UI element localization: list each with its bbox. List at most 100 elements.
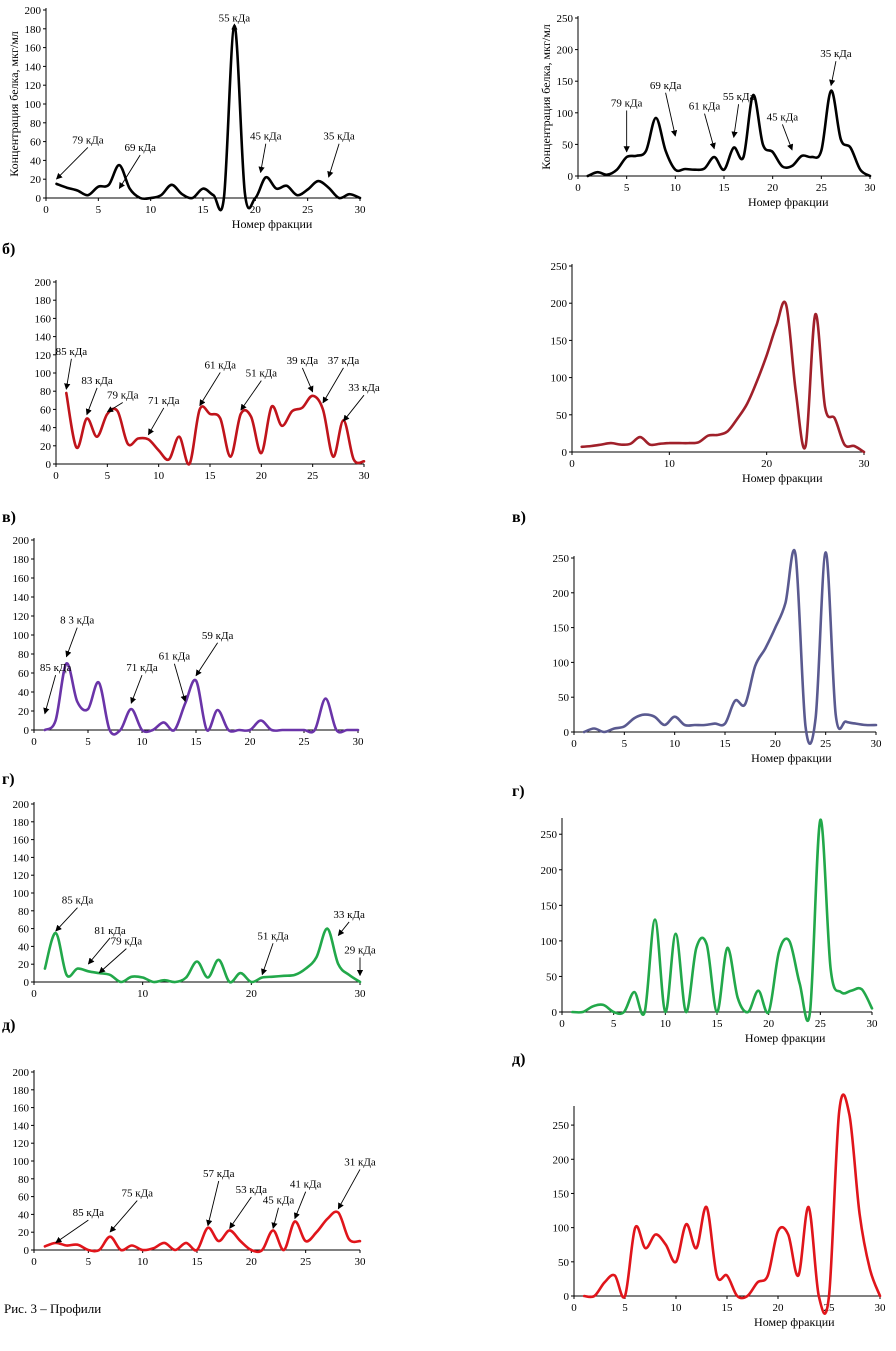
chart-d-left: 0 20 40 60 80 100 120 140 160 180 200 0 10 20 30 г) 85 к… [2,771,376,1000]
y-tick-label: 60 [40,404,52,416]
x-axis-title: Номер фракции [748,195,829,209]
annotation-label: 39 кДа [287,355,319,367]
y-tick-label: 150 [557,76,574,88]
annotation-label: 69 кДа [650,80,682,92]
y-tick-label: 180 [13,817,30,829]
x-tick-label: 15 [191,736,203,748]
x-tick-label: 15 [205,470,217,482]
y-tick-label: 250 [557,13,574,25]
x-tick-label: 25 [300,1256,312,1268]
y-tick-label: 140 [13,852,30,864]
x-tick-label: 20 [773,1302,785,1314]
y-tick-label: 140 [25,61,42,73]
x-tick-label: 25 [820,738,832,750]
x-tick-label: 25 [302,204,314,216]
x-tick-label: 5 [622,738,628,750]
y-tick-label: 200 [541,865,558,877]
x-tick-label: 25 [307,470,319,482]
y-tick-label: 100 [553,657,570,669]
y-tick-label: 20 [18,1227,30,1239]
y-tick-label: 200 [35,277,52,289]
y-tick-label: 200 [13,535,30,547]
y-tick-label: 160 [35,313,52,325]
y-tick-label: 100 [13,888,30,900]
x-tick-label: 0 [575,182,581,194]
x-tick-label: 20 [246,1256,258,1268]
annotation-arrow [337,921,350,936]
y-tick-label: 100 [13,1156,30,1168]
y-tick-label: 0 [568,171,574,183]
annotation-arrow [199,372,221,407]
y-tick-label: 20 [18,959,30,971]
y-tick-label: 180 [25,24,42,36]
x-tick-label: 5 [622,1302,628,1314]
annotation-arrow [65,627,78,658]
y-tick-label: 200 [553,588,570,600]
chart-c-right: 0 50 100 150 200 250 0 5 10 15 20 25 30 Номер фракции… [512,509,882,765]
x-tick-label: 10 [137,1256,149,1268]
annotation-label: 35 кДа [820,48,852,60]
x-tick-label: 10 [153,470,165,482]
series-line [586,89,872,178]
x-tick-label: 20 [245,736,257,748]
y-tick-label: 100 [541,936,558,948]
x-tick-label: 15 [192,1256,204,1268]
series-line [582,1093,882,1315]
y-tick-label: 80 [18,649,30,661]
x-tick-label: 5 [624,182,630,194]
y-tick-label: 40 [30,155,42,167]
annotation-label: 53 кДа [236,1184,268,1196]
series-line [43,1210,362,1254]
annotation-arrow [337,1169,361,1210]
y-tick-label: 120 [35,350,52,362]
x-tick-label: 30 [871,738,883,750]
x-tick-label: 30 [355,988,367,1000]
y-tick-label: 120 [13,611,30,623]
annotation-label: 85 кДа [73,1207,105,1219]
annotation-arrow [173,663,187,703]
x-tick-label: 20 [763,1018,775,1030]
y-tick-label: 40 [40,423,52,435]
annotation-arrow [106,402,123,413]
y-tick-label: 50 [558,1257,570,1269]
y-tick-label: 200 [13,1067,30,1079]
y-tick-label: 250 [541,829,558,841]
annotation-arrow [195,642,218,677]
x-tick-label: 15 [719,182,731,194]
y-tick-label: 60 [18,1192,30,1204]
annotation-arrow [343,394,365,422]
annotation-label: 85 кДа [62,895,94,907]
annotation-arrow [56,147,89,180]
y-tick-label: 160 [13,835,30,847]
annotation-arrow [118,154,141,190]
x-axis-title: Номер фракции [232,217,313,231]
annotation-label: 31 кДа [344,1156,376,1168]
y-tick-label: 20 [18,706,30,718]
chart-e-right: 0 50 100 150 200 250 0 5 10 15 20 25 30 Номер фракции… [512,1051,886,1329]
series-line [43,927,362,984]
y-tick-label: 50 [562,139,574,151]
x-tick-label: 15 [722,1302,734,1314]
annotation-arrow [64,358,72,390]
annotation-label: 35 кДа [323,131,355,143]
annotation-label: 57 кДа [203,1168,235,1180]
x-tick-label: 5 [86,1256,92,1268]
x-tick-label: 10 [137,736,149,748]
annotation-label: 45 кДа [767,111,799,123]
y-tick-label: 200 [551,298,568,310]
x-tick-label: 0 [559,1018,565,1030]
annotation-arrow [85,387,98,416]
annotation-label: 79 кДа [72,134,104,146]
x-tick-label: 30 [355,1256,367,1268]
panel-label: б) [2,241,15,258]
annotation-label: 61 кДа [205,359,237,371]
x-tick-label: 10 [671,1302,683,1314]
x-tick-label: 20 [767,182,779,194]
x-axis-title: Номер фракции [745,1031,826,1045]
x-tick-label: 30 [359,470,371,482]
y-tick-label: 60 [18,924,30,936]
annotation-label: 61 кДа [689,101,721,113]
annotation-label: 81 кДа [94,925,126,937]
y-tick-label: 40 [18,941,30,953]
x-tick-label: 5 [611,1018,617,1030]
